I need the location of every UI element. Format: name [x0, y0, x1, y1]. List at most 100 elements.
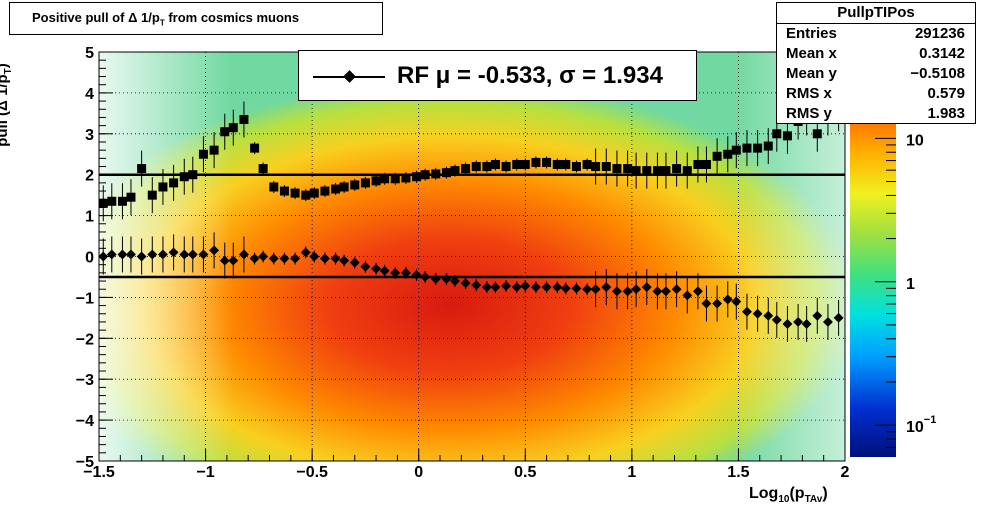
- data-point: [641, 282, 652, 293]
- data-point: [692, 286, 703, 297]
- x-tick-label: 1.5: [727, 464, 749, 481]
- data-point: [652, 166, 662, 176]
- y-tick-label: −1: [76, 290, 94, 307]
- data-point: [460, 278, 471, 289]
- x-tick-label: 2: [841, 464, 850, 481]
- data-point: [126, 192, 136, 202]
- data-point: [752, 308, 763, 319]
- data-point: [137, 164, 147, 174]
- data-point: [228, 123, 238, 133]
- y-tick-label: −5: [76, 454, 94, 471]
- data-point: [158, 182, 168, 192]
- color-scale-ticks: 10 1 10−1: [875, 69, 936, 448]
- data-point: [239, 114, 249, 124]
- color-scale-label: 1: [906, 276, 915, 293]
- data-point: [652, 286, 663, 297]
- data-point: [642, 166, 652, 176]
- data-point: [611, 286, 622, 297]
- data-point: [701, 159, 711, 169]
- data-point: [349, 257, 360, 268]
- y-tick-label: 1: [85, 209, 94, 226]
- stats-row: RMS y 1.983: [777, 104, 975, 124]
- data-point: [209, 245, 220, 256]
- title-suffix: from cosmics muons: [164, 10, 300, 25]
- data-point: [339, 255, 350, 266]
- stats-name: PullpTIPos: [777, 3, 975, 24]
- stats-key: RMS y: [786, 105, 832, 122]
- data-point: [622, 286, 633, 297]
- data-point: [582, 284, 593, 295]
- x-label-mid: (p: [789, 485, 805, 502]
- data-point: [431, 169, 441, 179]
- x-tick-label: −0.5: [296, 464, 328, 481]
- data-point: [552, 282, 563, 293]
- data-point: [400, 267, 411, 278]
- data-point: [169, 178, 179, 188]
- data-point: [420, 170, 430, 180]
- data-point: [482, 162, 492, 172]
- color-scale-label: 10−1: [906, 414, 936, 436]
- data-point: [631, 284, 642, 295]
- data-point: [571, 283, 582, 294]
- y-label-delta: Δ: [0, 100, 11, 111]
- data-point: [682, 290, 693, 301]
- data-point: [771, 314, 782, 325]
- data-point: [339, 182, 349, 192]
- y-label-sub: T: [2, 68, 14, 75]
- chart-title: Positive pull of Δ 1/pT from cosmics muo…: [9, 2, 383, 35]
- data-point: [631, 166, 641, 176]
- title-prefix: Positive pull of: [32, 10, 129, 25]
- data-point: [330, 253, 341, 264]
- x-label-prefix: Log: [749, 485, 779, 502]
- stats-value: 1.983: [927, 105, 965, 122]
- data-point: [571, 162, 581, 172]
- data-point: [471, 280, 482, 291]
- stats-box: PullpTIPos Entries 291236 Mean x 0.3142 Me…: [776, 2, 976, 124]
- data-point: [601, 282, 612, 293]
- data-point: [490, 159, 500, 169]
- data-point: [450, 166, 460, 176]
- data-point: [693, 159, 703, 169]
- data-point: [301, 190, 311, 200]
- legend-label: RF μ = -0.533, σ = 1.934: [397, 62, 663, 89]
- data-point: [390, 174, 400, 184]
- data-point: [238, 249, 249, 260]
- data-point: [290, 188, 300, 198]
- data-point: [420, 272, 431, 282]
- data-point: [731, 145, 741, 155]
- data-point: [441, 168, 451, 178]
- data-point: [672, 164, 682, 174]
- title-sub: T: [159, 18, 165, 28]
- color-scale-label: 10: [906, 132, 924, 149]
- data-point: [258, 164, 268, 174]
- stats-row: Mean x 0.3142: [777, 44, 975, 64]
- data-point: [179, 249, 190, 260]
- data-point: [682, 166, 692, 176]
- data-point: [731, 296, 742, 307]
- legend-marker: [343, 70, 356, 83]
- y-tick-label: 4: [85, 86, 94, 103]
- data-point: [552, 159, 562, 169]
- data-point: [723, 149, 733, 159]
- data-point: [812, 129, 822, 139]
- data-point: [661, 166, 671, 176]
- data-point: [511, 282, 522, 293]
- data-point: [371, 176, 381, 186]
- data-point: [380, 174, 390, 184]
- data-point: [107, 196, 117, 206]
- data-point: [279, 186, 289, 196]
- data-point: [501, 162, 511, 172]
- stats-value: 0.3142: [919, 45, 965, 62]
- data-point: [782, 131, 792, 141]
- data-point: [481, 282, 492, 293]
- data-point: [309, 188, 319, 198]
- axes: −1.5 −1 −0.5 0 0.5 1 1.5 2 5 4 3 2 1 0 −1 −2 −3 −4 −5: [76, 45, 850, 481]
- y-tick-label: 5: [85, 45, 94, 62]
- data-point: [531, 157, 541, 167]
- data-point: [279, 253, 290, 264]
- legend: RF μ = -0.533, σ = 1.934: [298, 50, 697, 101]
- data-point: [722, 294, 733, 305]
- data-point: [179, 172, 189, 182]
- x-tick-label: −1: [196, 464, 214, 481]
- data-point: [360, 178, 370, 188]
